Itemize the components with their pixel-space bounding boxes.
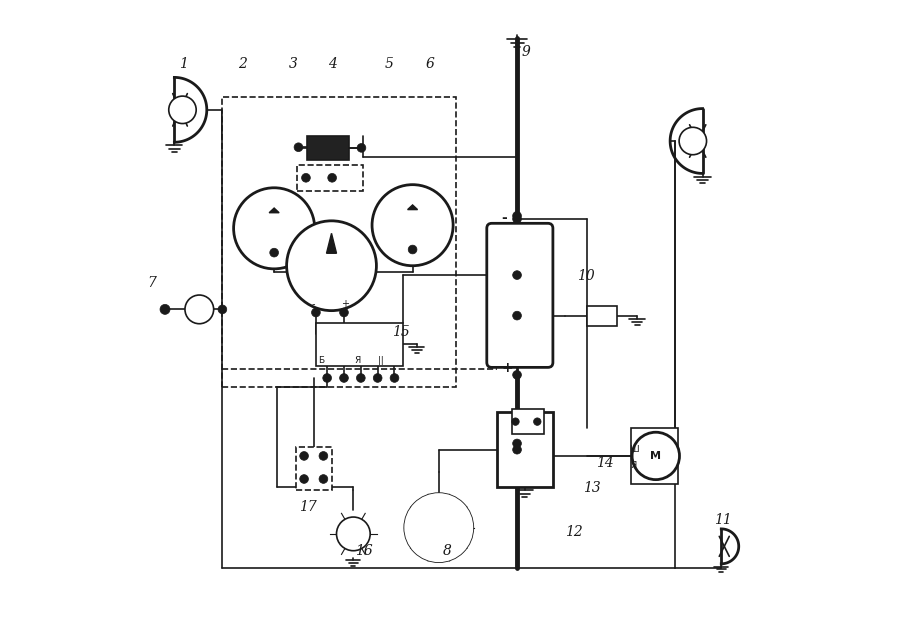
- Polygon shape: [269, 208, 279, 212]
- Text: 14: 14: [596, 456, 614, 471]
- Text: 7: 7: [148, 276, 157, 289]
- Circle shape: [337, 517, 370, 551]
- Circle shape: [270, 248, 278, 257]
- Circle shape: [357, 144, 365, 152]
- Circle shape: [311, 308, 320, 317]
- Circle shape: [339, 308, 348, 317]
- Circle shape: [323, 374, 331, 382]
- Circle shape: [513, 446, 521, 454]
- Circle shape: [356, 374, 365, 382]
- Circle shape: [632, 432, 680, 479]
- Bar: [297, 165, 363, 191]
- Text: ||
|: || |: [357, 171, 363, 184]
- Circle shape: [374, 374, 382, 382]
- Circle shape: [513, 214, 521, 223]
- Circle shape: [513, 311, 521, 320]
- Bar: [631, 428, 678, 484]
- Circle shape: [680, 127, 706, 155]
- Circle shape: [169, 96, 196, 124]
- Circle shape: [409, 245, 417, 254]
- Text: 8: 8: [443, 544, 451, 558]
- Circle shape: [319, 474, 328, 483]
- Text: 6: 6: [426, 58, 435, 71]
- Circle shape: [512, 418, 519, 426]
- Text: +: +: [341, 299, 349, 309]
- Circle shape: [390, 374, 399, 382]
- Text: 2: 2: [238, 58, 248, 71]
- Text: 4: 4: [328, 58, 338, 71]
- Circle shape: [185, 295, 213, 324]
- Polygon shape: [408, 205, 418, 209]
- Circle shape: [234, 188, 315, 269]
- Text: -: -: [501, 211, 508, 225]
- Text: +: +: [501, 361, 513, 375]
- Text: Ш: Ш: [629, 445, 639, 454]
- FancyBboxPatch shape: [487, 223, 553, 368]
- Bar: [316, 323, 403, 366]
- Polygon shape: [327, 233, 337, 253]
- Circle shape: [300, 452, 309, 460]
- Circle shape: [302, 173, 310, 182]
- Text: Я: Я: [631, 461, 637, 470]
- Circle shape: [372, 184, 453, 266]
- Text: 13: 13: [583, 481, 601, 496]
- Text: 3: 3: [288, 58, 297, 71]
- Text: -: -: [311, 299, 315, 309]
- Bar: [512, 409, 544, 434]
- Circle shape: [513, 371, 521, 379]
- Circle shape: [513, 271, 521, 279]
- Circle shape: [404, 492, 473, 562]
- Circle shape: [160, 304, 170, 314]
- Bar: [307, 136, 349, 160]
- Text: М: М: [651, 451, 661, 461]
- Text: Б: Б: [318, 356, 324, 365]
- Text: Я: Я: [355, 356, 361, 365]
- Circle shape: [534, 418, 541, 426]
- Text: 10: 10: [577, 269, 595, 283]
- Circle shape: [319, 452, 328, 460]
- Circle shape: [300, 474, 309, 483]
- Bar: [497, 412, 553, 487]
- Circle shape: [286, 221, 376, 311]
- Text: ||: ||: [378, 356, 384, 365]
- Text: 12: 12: [564, 525, 582, 539]
- Text: 11: 11: [715, 512, 732, 526]
- Text: 17: 17: [299, 500, 317, 514]
- Circle shape: [513, 439, 521, 448]
- Circle shape: [412, 501, 465, 554]
- Text: 15: 15: [392, 326, 410, 339]
- Circle shape: [218, 305, 227, 314]
- Bar: [587, 306, 617, 326]
- Text: 1: 1: [179, 58, 187, 71]
- Text: 9: 9: [522, 45, 530, 59]
- Text: 5: 5: [384, 58, 393, 71]
- Circle shape: [294, 143, 302, 152]
- Circle shape: [338, 170, 354, 186]
- Bar: [222, 98, 456, 388]
- Circle shape: [513, 211, 521, 220]
- Bar: [296, 447, 332, 490]
- Text: 16: 16: [356, 544, 373, 558]
- Circle shape: [339, 374, 348, 382]
- Circle shape: [328, 173, 337, 182]
